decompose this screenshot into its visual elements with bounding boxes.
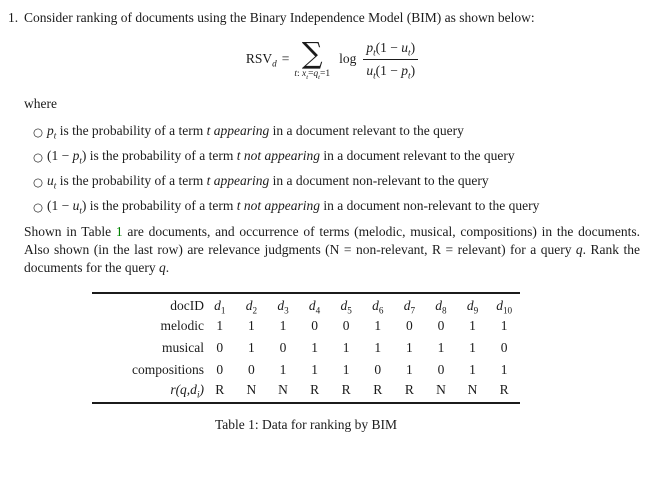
list-item-text: (1 − pt) is the probability of a term t … [47,148,515,166]
summation-limits: t: xt=qt=1 [294,68,331,81]
description-paragraph: Shown in Table 1 are documents, and occu… [24,224,640,275]
table-1-link[interactable]: 1 [115,224,123,239]
bim-formula: RSVd = ∑ t: xt=qt=1 log pt(1 − ut) ut(1 … [24,35,640,83]
table-row-melodic: melodic 1 1 1 0 0 1 0 0 1 1 [92,315,520,337]
column-header-d4: d4 [308,298,321,316]
table-cell: R [215,382,225,397]
corner-header-docid: docID [170,298,204,313]
table-cell: 1 [405,362,413,377]
table-cell: 0 [216,340,224,355]
circle-bullet-icon: ○ [33,150,44,164]
table-cell: 1 [248,318,255,333]
table-row-musical: musical 0 1 0 1 1 1 1 1 1 0 [92,337,520,359]
column-header-d5: d5 [340,298,352,316]
table-cell: 0 [279,340,287,355]
table-cell: 1 [500,362,508,377]
table-cell: R [310,382,320,397]
log-operator: log [339,51,357,66]
circle-bullet-icon: ○ [33,125,44,139]
table-cell: 1 [469,340,476,355]
table-cell: 0 [216,362,224,377]
table-cell: 1 [500,318,508,333]
list-item-one-minus-pt: ○ (1 − pt) is the probability of a term … [24,147,640,166]
column-header-d8: d8 [435,298,447,316]
table-cell: 1 [342,340,350,355]
question-intro: Consider ranking of documents using the … [24,10,535,25]
list-item-text: ut is the probability of a term t appear… [47,173,489,191]
table-cell: R [499,382,509,397]
table-cell: 1 [248,340,255,355]
table-cell: 1 [469,318,476,333]
fraction-denominator: ut(1 − pt) [366,62,416,81]
table-cell: 1 [342,362,350,377]
table-cell: 0 [500,340,508,355]
question-number: 1. [8,10,19,25]
definition-list: ○ pt is the probability of a term t appe… [24,122,640,216]
formula-lhs: RSVd [245,51,277,69]
column-header-d3: d3 [277,298,289,316]
table-cell: 1 [216,318,224,333]
table-cell: R [341,382,351,397]
list-item-text: pt is the probability of a term t appear… [47,123,464,141]
column-header-d2: d2 [245,298,258,316]
table-cell: 0 [405,318,413,333]
list-item-pt: ○ pt is the probability of a term t appe… [24,122,640,141]
bim-data-table: docID d1 d2 d3 d4 d5 d6 d7 d8 d9 d10 mel… [92,292,520,404]
column-header-d6: d6 [372,298,384,316]
table-cell: R [373,382,383,397]
equals-sign: = [281,51,290,66]
fraction: pt(1 − ut) ut(1 − pt) [363,39,419,81]
table-row-relevance: r(q,di) R N N R R R R N N R [92,381,520,403]
table-cell: N [467,382,478,397]
sigma-icon: ∑ [301,35,323,70]
table-header-row: docID d1 d2 d3 d4 d5 d6 d7 d8 d9 d10 [92,293,520,315]
table-cell: 1 [469,362,476,377]
table-cell: 1 [279,362,287,377]
circle-bullet-icon: ○ [33,200,44,214]
list-item-ut: ○ ut is the probability of a term t appe… [24,172,640,191]
table-cell: 0 [374,362,382,377]
row-label-melodic: melodic [160,318,205,333]
table-cell: N [436,382,446,397]
table-cell: 0 [342,318,350,333]
row-label-musical: musical [162,340,204,355]
fraction-numerator: pt(1 − ut) [363,39,419,60]
table-cell: 1 [311,340,318,355]
table-row-compositions: compositions 0 0 1 1 1 0 1 0 1 1 [92,359,520,381]
table-cell: 0 [311,318,318,333]
summation-term: ∑ t: xt=qt=1 [294,35,331,81]
table-cell: 1 [279,318,287,333]
table-cell: 1 [374,340,382,355]
table-cell: 1 [311,362,318,377]
table-cell: 1 [374,318,382,333]
where-label: where [24,96,57,111]
list-item-one-minus-ut: ○ (1 − ut) is the probability of a term … [24,197,640,216]
table-cell: N [246,382,257,397]
table-cell: 0 [248,362,255,377]
table-cell: N [278,382,288,397]
table-cell: R [404,382,414,397]
table-block: docID d1 d2 d3 d4 d5 d6 d7 d8 d9 d10 mel… [92,292,520,434]
row-label-relevance: r(q,di) [170,382,204,400]
list-item-text: (1 − ut) is the probability of a term t … [47,198,540,216]
column-header-d7: d7 [403,298,416,316]
column-header-d9: d9 [466,298,479,316]
table-cell: 1 [405,340,413,355]
table-cell: 1 [437,340,445,355]
row-label-compositions: compositions [131,362,204,377]
table-caption: Table 1: Data for ranking by BIM [214,417,397,432]
column-header-d10: d10 [496,298,513,316]
table-cell: 0 [437,318,445,333]
column-header-d1: d1 [214,298,226,316]
circle-bullet-icon: ○ [33,175,44,189]
table-cell: 0 [437,362,445,377]
